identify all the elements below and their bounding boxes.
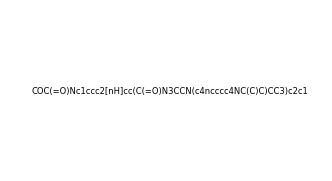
Text: COC(=O)Nc1ccc2[nH]cc(C(=O)N3CCN(c4ncccc4NC(C)C)CC3)c2c1: COC(=O)Nc1ccc2[nH]cc(C(=O)N3CCN(c4ncccc4… [32,87,308,96]
